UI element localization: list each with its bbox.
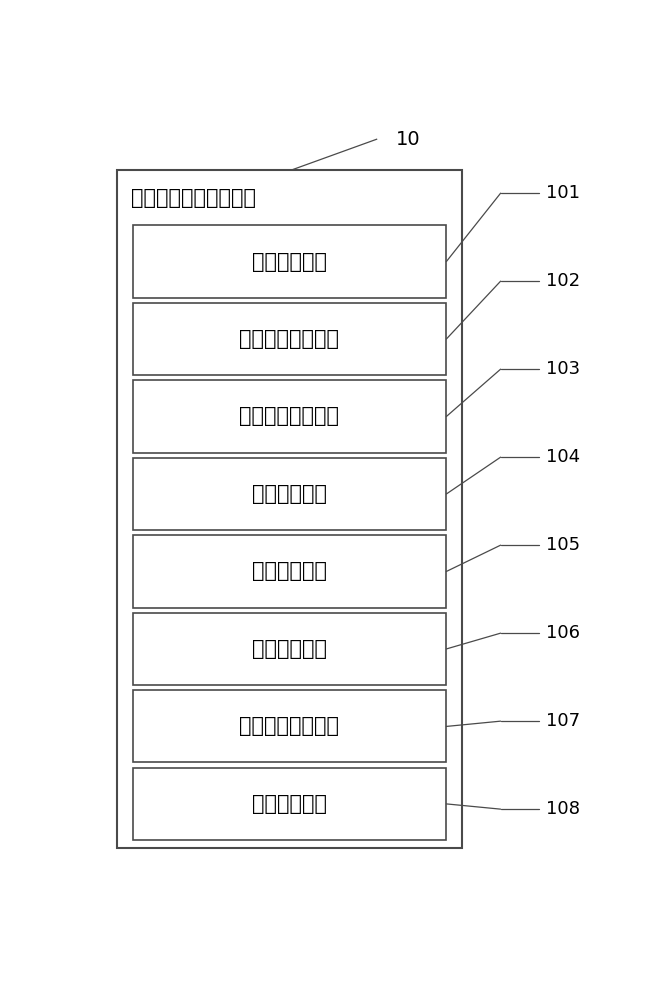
Text: 垂直运动控制模块: 垂直运动控制模块: [239, 329, 340, 349]
Text: 数据分析模块: 数据分析模块: [252, 639, 327, 659]
Bar: [133, 380, 446, 453]
Bar: [133, 225, 446, 298]
Text: 104: 104: [545, 448, 579, 466]
Text: 101: 101: [545, 184, 579, 202]
Text: 激光接收模块: 激光接收模块: [252, 484, 327, 504]
Text: 激光发射模块: 激光发射模块: [252, 252, 327, 272]
Text: 108: 108: [545, 800, 579, 818]
Text: 103: 103: [545, 360, 579, 378]
Bar: [133, 613, 446, 685]
Text: 数据处理模块: 数据处理模块: [252, 794, 327, 814]
Bar: [133, 768, 446, 840]
Text: 105: 105: [545, 536, 579, 554]
Bar: [133, 458, 446, 530]
Text: 106: 106: [545, 624, 579, 642]
Text: 激光三维扫描车辆装置: 激光三维扫描车辆装置: [131, 188, 256, 208]
Text: 10: 10: [396, 130, 420, 149]
Bar: [133, 690, 446, 762]
Bar: [133, 303, 446, 375]
Bar: [117, 170, 462, 848]
Text: 平行运动控制模块: 平行运动控制模块: [239, 406, 340, 426]
Text: 107: 107: [545, 712, 579, 730]
Text: 数据转换模块: 数据转换模块: [252, 561, 327, 581]
Bar: [133, 535, 446, 608]
Text: 追踪运动控制模块: 追踪运动控制模块: [239, 716, 340, 736]
Text: 102: 102: [545, 272, 579, 290]
